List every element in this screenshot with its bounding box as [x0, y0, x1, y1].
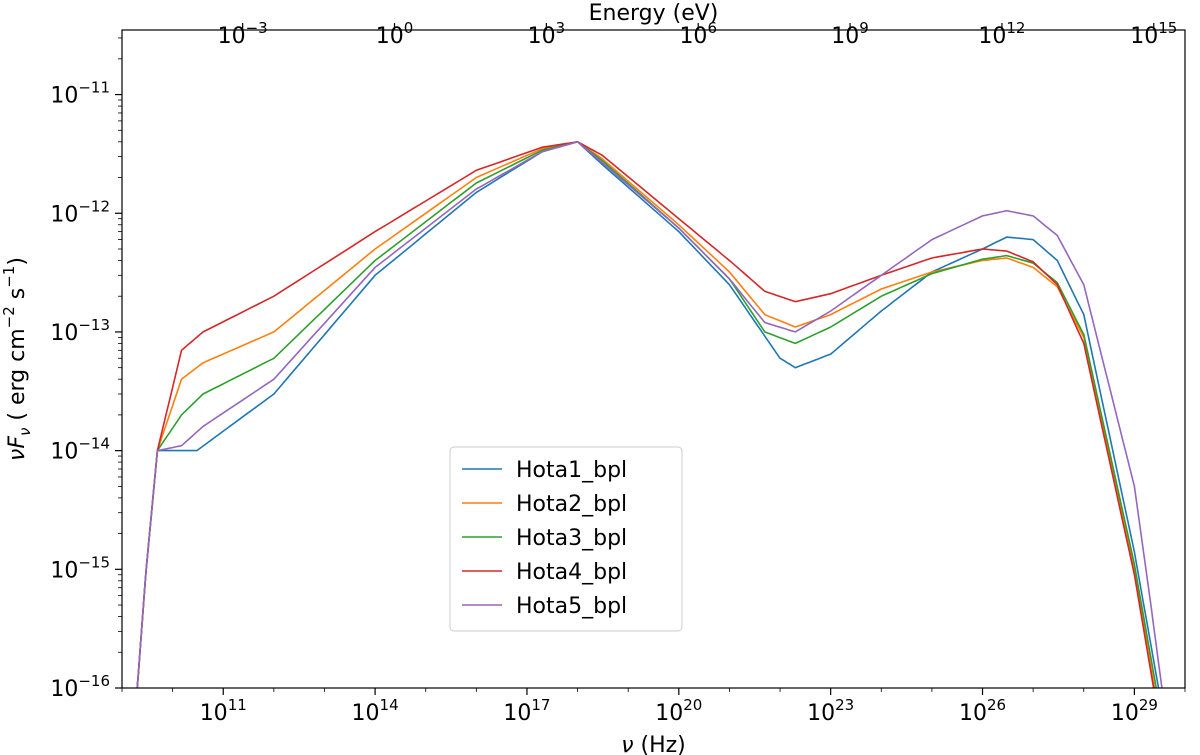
top-tick-label: 103 — [528, 19, 566, 49]
x-tick-label: 1029 — [1111, 696, 1158, 726]
y-tick-label: 10−13 — [50, 316, 110, 346]
top-tick-label: 100 — [376, 19, 414, 49]
top-tick-label: 1012 — [978, 19, 1025, 49]
legend-label: Hota2_bpl — [516, 492, 627, 517]
y-tick-label: 10−12 — [50, 197, 110, 227]
x-tick-label: 1026 — [959, 696, 1006, 726]
legend-label: Hota5_bpl — [516, 594, 627, 619]
legend-label: Hota3_bpl — [516, 526, 627, 551]
top-tick-label: 109 — [831, 19, 869, 49]
series-line-4 — [136, 141, 1155, 688]
series-line-5 — [136, 141, 1163, 688]
y-tick-label: 10−16 — [50, 672, 110, 702]
top-tick-label: 1015 — [1130, 19, 1177, 49]
series-line-2 — [136, 141, 1156, 688]
top-axis-label: Energy (eV) — [589, 1, 719, 26]
x-tick-label: 1020 — [655, 696, 702, 726]
y-tick-label: 10−14 — [50, 435, 110, 465]
series-layer — [136, 141, 1163, 688]
x-tick-label: 1023 — [807, 696, 854, 726]
y-tick-label: 10−15 — [50, 553, 110, 583]
x-tick-label: 1014 — [352, 696, 399, 726]
plot-frame — [121, 29, 1186, 689]
series-line-1 — [136, 141, 1160, 688]
x-tick-label: 1011 — [200, 696, 247, 726]
y-axis-label: νFν ( erg cm−2 s−1) — [0, 257, 34, 461]
x-tick-label: 1017 — [503, 696, 550, 726]
legend-label: Hota1_bpl — [516, 458, 627, 483]
legend-box — [449, 446, 683, 632]
legend: Hota1_bpl Hota2_bpl Hota3_bpl Hota4_bpl Hota… — [449, 446, 683, 632]
x-axis-label: ν (Hz) — [621, 733, 686, 755]
top-tick-label: 106 — [679, 19, 717, 49]
y-tick-label: 10−11 — [50, 79, 110, 109]
top-tick-label: 10−3 — [218, 19, 268, 49]
legend-label: Hota4_bpl — [516, 560, 627, 585]
